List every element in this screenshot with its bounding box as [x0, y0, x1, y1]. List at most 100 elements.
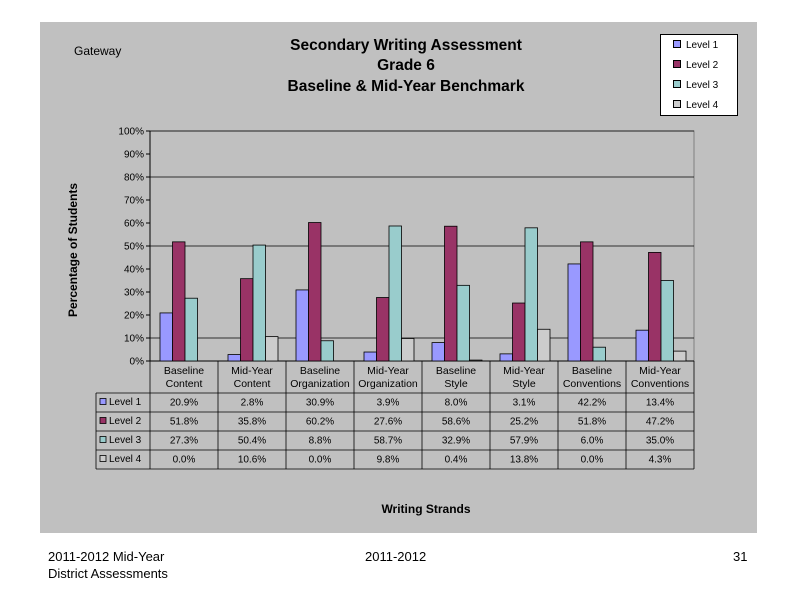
y-tick-label: 10%: [124, 334, 144, 345]
bar-level-2-6: [580, 241, 594, 362]
data-label: 9.8%: [377, 455, 400, 466]
x-tick-label-line-1: Mid-Year: [503, 365, 545, 377]
bar-level-2-3: [376, 297, 390, 362]
bar-level-3-3: [388, 225, 402, 362]
data-label: 58.7%: [374, 436, 402, 447]
x-tick-label-line-2: Content: [234, 378, 271, 390]
data-label: 35.8%: [238, 417, 266, 428]
x-axis-title: Writing Strands: [381, 502, 471, 516]
legend-label-level-4: Level 4: [686, 100, 719, 111]
legend-item-level-3: Level 3: [673, 79, 718, 92]
y-tick-label: 90%: [124, 150, 144, 161]
table-row-label: Level 3: [109, 435, 142, 446]
x-tick-label-line-2: Organization: [290, 378, 350, 390]
footer-left-line-2: District Assessments: [48, 566, 168, 581]
x-tick-label-line-1: Baseline: [572, 365, 612, 377]
legend-swatch-level-2: [673, 60, 681, 69]
x-tick-label-line-1: Mid-Year: [639, 365, 681, 377]
data-label: 10.6%: [238, 455, 266, 466]
bar-level-1-1: [227, 354, 241, 362]
legend-label-level-2: Level 2: [686, 60, 719, 71]
data-label: 8.0%: [445, 398, 468, 409]
x-tick-label-line-2: Content: [166, 378, 203, 390]
bar-level-3-0: [184, 297, 198, 362]
data-label: 3.9%: [377, 398, 400, 409]
data-label: 20.9%: [170, 398, 198, 409]
bar-level-3-4: [456, 284, 470, 362]
data-label: 30.9%: [306, 398, 334, 409]
x-tick-label-line-1: Baseline: [300, 365, 340, 377]
legend-swatch-level-3: [673, 80, 681, 89]
data-label: 25.2%: [510, 417, 538, 428]
data-label: 2.8%: [241, 398, 264, 409]
data-label: 35.0%: [646, 436, 674, 447]
legend-item-level-2: Level 2: [673, 59, 718, 72]
data-label: 6.0%: [581, 436, 604, 447]
footer-left-line-1: 2011-2012 Mid-Year: [48, 549, 165, 564]
data-label: 51.8%: [578, 417, 606, 428]
chart-title-line-1: Secondary Writing Assessment: [290, 37, 522, 54]
footer-center: 2011-2012: [365, 549, 427, 564]
data-label: 0.0%: [309, 455, 332, 466]
bar-level-3-6: [592, 346, 606, 362]
table-legend-swatch: [99, 455, 107, 462]
data-label: 4.3%: [649, 455, 672, 466]
bar-level-1-3: [363, 351, 377, 362]
bar-level-2-7: [648, 252, 662, 362]
data-label: 51.8%: [170, 417, 198, 428]
data-label: 42.2%: [578, 398, 606, 409]
legend-swatch-level-1: [673, 40, 681, 49]
y-tick-label: 60%: [124, 219, 144, 230]
data-label: 13.4%: [646, 398, 674, 409]
data-label: 57.9%: [510, 436, 538, 447]
bar-level-2-1: [240, 278, 254, 362]
y-tick-label: 70%: [124, 196, 144, 207]
legend-item-level-1: Level 1: [673, 39, 718, 52]
x-tick-label-line-1: Mid-Year: [231, 365, 273, 377]
table-row-label: Level 1: [109, 397, 142, 408]
legend-label-level-1: Level 1: [686, 40, 719, 51]
table-row-label: Level 2: [109, 416, 142, 427]
x-tick-label-line-2: Style: [512, 378, 536, 390]
chart-legend: Level 1 Level 2 Level 3 Level 4: [660, 34, 738, 116]
data-label: 27.6%: [374, 417, 402, 428]
bar-level-4-7: [673, 350, 687, 362]
bar-level-1-6: [567, 263, 581, 362]
bar-level-3-5: [524, 227, 538, 362]
data-label: 13.8%: [510, 455, 538, 466]
chart-title-line-3: Baseline & Mid-Year Benchmark: [287, 78, 525, 95]
bar-level-1-2: [295, 289, 309, 362]
page-number: 31: [733, 549, 748, 564]
bar-level-3-2: [320, 340, 334, 362]
y-tick-label: 80%: [124, 173, 144, 184]
district-label: Gateway: [74, 44, 122, 58]
legend-label-level-3: Level 3: [686, 80, 719, 91]
chart-title-line-2: Grade 6: [377, 57, 435, 74]
bar-level-4-3: [401, 338, 415, 362]
table-row-label: Level 4: [109, 454, 142, 465]
bar-level-1-7: [635, 329, 649, 362]
bar-level-4-5: [537, 328, 551, 362]
data-label: 27.3%: [170, 436, 198, 447]
x-tick-label-line-2: Style: [444, 378, 468, 390]
bar-level-1-0: [159, 312, 173, 362]
x-tick-label-line-2: Conventions: [631, 378, 689, 390]
x-tick-label-line-2: Organization: [358, 378, 418, 390]
y-tick-label: 40%: [124, 265, 144, 276]
table-legend-swatch: [99, 436, 107, 443]
data-label: 32.9%: [442, 436, 470, 447]
y-tick-label: 50%: [124, 242, 144, 253]
x-tick-label-line-1: Mid-Year: [367, 365, 409, 377]
data-label: 50.4%: [238, 436, 266, 447]
legend-item-level-4: Level 4: [673, 99, 718, 112]
data-label: 8.8%: [309, 436, 332, 447]
data-label: 60.2%: [306, 417, 334, 428]
bar-level-4-1: [265, 336, 279, 362]
bar-level-4-4: [469, 359, 483, 362]
data-label: 0.4%: [445, 455, 468, 466]
bar-level-1-4: [431, 342, 445, 362]
x-tick-label-line-1: Baseline: [436, 365, 476, 377]
bar-level-2-2: [308, 222, 322, 362]
table-legend-swatch: [99, 417, 107, 424]
data-label: 58.6%: [442, 417, 470, 428]
